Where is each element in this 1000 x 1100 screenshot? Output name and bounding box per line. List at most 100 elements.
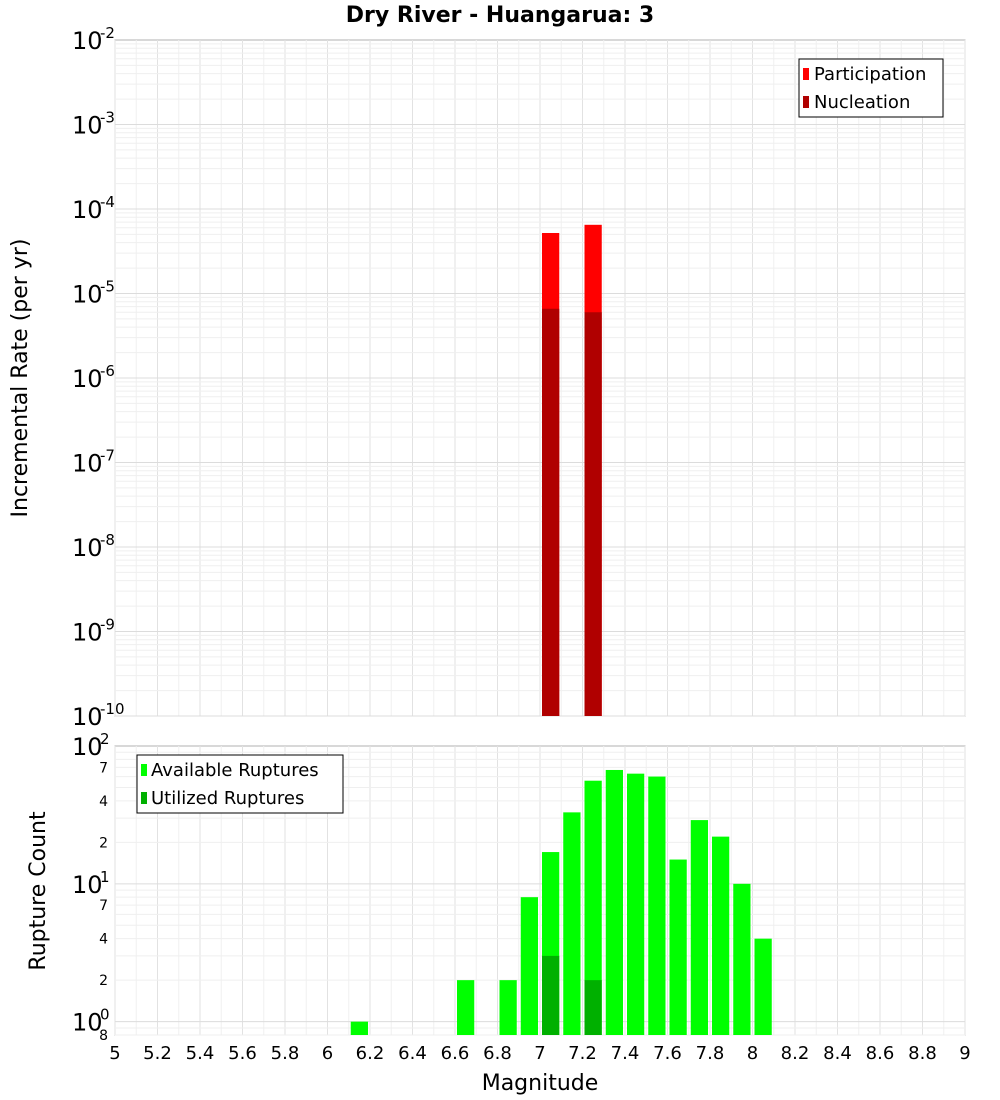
count-y-minor-tick: 7	[99, 898, 108, 914]
rate-y-tick-base: 10	[72, 450, 103, 478]
count-y-tick-exponent: 1	[100, 868, 110, 886]
count-y-tick-base: 10	[72, 871, 103, 899]
rate-y-tick-base: 10	[72, 27, 103, 55]
rate-y-tick-exponent: -5	[100, 278, 115, 296]
legend-available: Available Ruptures	[151, 760, 319, 781]
nucleation-bar	[584, 312, 602, 716]
available-ruptures-bar	[733, 883, 751, 1035]
rate-y-tick-exponent: -3	[100, 109, 115, 127]
rate-y-tick-base: 10	[72, 281, 103, 309]
count-y-minor-tick: 4	[99, 794, 108, 810]
legend-utilized: Utilized Ruptures	[151, 788, 304, 809]
utilized-swatch	[141, 792, 147, 804]
available-ruptures-bar	[627, 773, 645, 1035]
rate-y-tick: 10-7	[72, 447, 115, 478]
count-y-major-tick: 101	[72, 868, 110, 899]
rate-y-tick: 10-5	[72, 278, 115, 309]
count-y-major-tick: 102	[72, 730, 110, 761]
rate-y-tick: 10-6	[72, 362, 115, 393]
nucleation-swatch	[803, 96, 809, 108]
count-legend-box	[136, 754, 344, 814]
x-tick-label: 5.8	[271, 1043, 300, 1064]
rate-y-tick-base: 10	[72, 365, 103, 393]
rate-y-tick-base: 10	[72, 196, 103, 224]
available-ruptures-bar	[520, 897, 538, 1035]
rate-y-tick: 10-4	[72, 193, 115, 224]
available-ruptures-bar	[563, 812, 581, 1035]
legend-nucleation: Nucleation	[814, 92, 910, 113]
count-y-minor-tick: 2	[99, 835, 108, 851]
rate-legend: Participation Nucleation	[798, 58, 944, 118]
rate-y-tick-base: 10	[72, 112, 103, 140]
rate-y-tick-base: 10	[72, 534, 103, 562]
x-tick-label: 9	[959, 1043, 970, 1064]
x-tick-label: 8.8	[908, 1043, 937, 1064]
x-tick-label: 8.4	[823, 1043, 852, 1064]
rate-y-axis-label: Incremental Rate (per yr)	[8, 239, 33, 518]
rate-gridlines	[114, 40, 966, 717]
rate-bars	[542, 224, 602, 716]
rate-y-tick: 10-2	[72, 24, 115, 55]
count-y-axis-label: Rupture Count	[26, 811, 51, 971]
utilized-ruptures-bar	[584, 980, 602, 1035]
count-bars	[350, 769, 772, 1035]
available-ruptures-bar	[754, 938, 772, 1035]
x-tick-label: 6.8	[483, 1043, 512, 1064]
rate-y-tick-exponent: -2	[100, 24, 115, 42]
count-y-major-tick: 100	[72, 1006, 110, 1037]
x-tick-label: 7	[534, 1043, 545, 1064]
x-tick-label: 6.6	[441, 1043, 470, 1064]
x-tick-label: 8.6	[866, 1043, 895, 1064]
x-tick-label: 7.2	[568, 1043, 597, 1064]
count-y-minor-tick: 8	[99, 1028, 108, 1044]
x-tick-label: 5.2	[143, 1043, 172, 1064]
x-tick-label: 7.4	[611, 1043, 640, 1064]
legend-participation: Participation	[814, 64, 926, 85]
x-tick-label: 7.6	[653, 1043, 682, 1064]
x-tick-label: 5.6	[228, 1043, 257, 1064]
x-ticks: 5 5.2 5.4 5.6 5.8 6 6.2 6.4 6.6 6.8 7 7.2 7.4 7.6 7.8 8…	[109, 1043, 970, 1064]
x-tick-label: 7.8	[696, 1043, 725, 1064]
rate-y-tick: 10-9	[72, 616, 115, 647]
count-y-tick-exponent: 2	[100, 730, 110, 748]
rate-y-tick-base: 10	[72, 703, 103, 731]
rate-y-tick-exponent: -8	[100, 531, 115, 549]
available-ruptures-bar	[350, 1021, 368, 1035]
count-y-minor-tick: 7	[99, 760, 108, 776]
rate-y-tick-exponent: -9	[100, 616, 115, 634]
count-legend: Available Ruptures Utilized Ruptures	[136, 754, 344, 814]
rate-y-tick-exponent: -4	[100, 193, 115, 211]
x-tick-label: 5	[109, 1043, 120, 1064]
available-ruptures-bar	[648, 776, 666, 1035]
available-ruptures-bar	[499, 980, 517, 1035]
rate-y-tick-base: 10	[72, 619, 103, 647]
x-tick-label: 6.4	[398, 1043, 427, 1064]
x-tick-label: 8.2	[781, 1043, 810, 1064]
x-axis-label: Magnitude	[482, 1071, 599, 1096]
chart-title: Dry River - Huangarua: 3	[346, 3, 654, 28]
available-ruptures-bar	[690, 820, 708, 1035]
rate-y-tick: 10-3	[72, 109, 115, 140]
participation-swatch	[803, 68, 809, 80]
available-ruptures-bar	[669, 859, 687, 1035]
rate-y-tick-exponent: -6	[100, 362, 115, 380]
count-y-tick-base: 10	[72, 733, 103, 761]
count-y-tick-exponent: 0	[100, 1006, 110, 1024]
available-swatch	[141, 764, 147, 776]
count-y-minor-tick: 2	[99, 973, 108, 989]
count-y-tick-base: 10	[72, 1009, 103, 1037]
x-tick-label: 8	[747, 1043, 758, 1064]
available-ruptures-bar	[712, 836, 730, 1035]
rate-y-tick: 10-8	[72, 531, 115, 562]
available-ruptures-bar	[584, 780, 602, 1035]
rate-legend-box	[798, 58, 944, 118]
nucleation-bar	[542, 308, 560, 716]
available-ruptures-bar	[605, 769, 623, 1035]
x-tick-label: 6.2	[356, 1043, 385, 1064]
rate-y-tick: 10-10	[72, 700, 125, 731]
